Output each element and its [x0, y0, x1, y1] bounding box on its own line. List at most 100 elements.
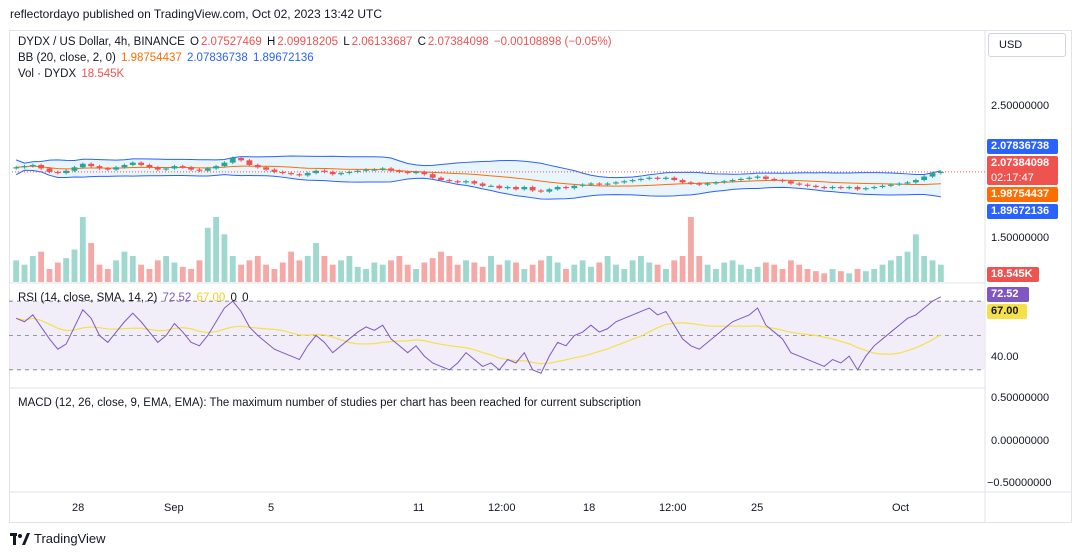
- volume-bar: [54, 262, 61, 282]
- change-value: −0.00108898 (−0.05%): [493, 36, 612, 48]
- volume-bar: [571, 264, 578, 282]
- symbol-legend[interactable]: DYDX / US Dollar, 4h, BINANCE O 2.0752746…: [18, 35, 614, 49]
- bb-lower-line: [15, 169, 941, 200]
- macd-tick-mid: 0.00000000: [991, 435, 1050, 447]
- bb-lower-value: 1.89672136: [252, 52, 314, 64]
- volume-bar: [829, 269, 836, 282]
- candle-body: [629, 180, 636, 182]
- candle-body: [504, 187, 511, 189]
- volume-bar: [46, 269, 53, 282]
- volume-bar: [588, 266, 594, 282]
- candle-body: [862, 188, 869, 190]
- volume-bar: [862, 271, 869, 282]
- candle-body: [554, 187, 561, 190]
- candle-body: [613, 182, 619, 184]
- candle-body: [837, 187, 844, 189]
- candle-body: [138, 162, 145, 165]
- volume-bar: [471, 262, 478, 282]
- candle-body: [871, 187, 878, 189]
- candle-body: [179, 166, 186, 168]
- candle-body: [746, 177, 753, 179]
- candle-body: [438, 177, 444, 181]
- candle-body: [188, 167, 195, 170]
- macd-legend: MACD (12, 26, close, 9, EMA, EMA): The m…: [18, 397, 641, 409]
- rsi-tick-40: 40.00: [991, 351, 1019, 363]
- candle-body: [488, 185, 494, 187]
- volume-bar: [712, 269, 719, 282]
- candle-body: [54, 171, 61, 174]
- volume-bar: [454, 264, 461, 282]
- volume-bar: [554, 262, 561, 282]
- volume-bar: [338, 260, 344, 282]
- candle-body: [213, 166, 220, 169]
- macd-tick-top: 0.50000000: [991, 392, 1050, 404]
- candle-body: [779, 180, 786, 182]
- volume-bar: [679, 256, 686, 282]
- volume-bar: [38, 251, 45, 282]
- bb-label: BB (20, close, 2, 0): [18, 52, 116, 64]
- rsi-extra-2: 0: [242, 292, 249, 304]
- vol-legend[interactable]: Vol · DYDX 18.545K: [18, 67, 126, 81]
- volume-bar: [346, 256, 353, 282]
- last-price-value: 2.07384098: [991, 157, 1050, 169]
- volume-bar: [871, 269, 878, 282]
- volume-bar: [804, 269, 811, 282]
- candle-body: [754, 176, 761, 178]
- candle-body: [79, 163, 86, 168]
- volume-bar: [771, 264, 778, 282]
- countdown-value: 02:17:47: [991, 172, 1034, 184]
- candle-body: [121, 164, 128, 168]
- bb-basis-value: 1.98754437: [121, 52, 182, 64]
- candle-body: [471, 181, 478, 184]
- candle-body: [221, 162, 228, 167]
- volume-bar: [821, 273, 828, 282]
- volume-bar: [304, 256, 311, 282]
- candle-body: [804, 184, 811, 186]
- vol-label: Vol · DYDX: [18, 68, 77, 80]
- currency-selector[interactable]: USD: [988, 33, 1066, 57]
- candle-body: [96, 166, 103, 169]
- volume-bar: [213, 217, 220, 282]
- candle-body: [388, 168, 394, 171]
- volume-bar: [113, 260, 120, 282]
- volume-bar: [121, 251, 128, 282]
- candle-body: [71, 167, 78, 171]
- bb-legend[interactable]: BB (20, close, 2, 0) 1.98754437 2.078367…: [18, 51, 316, 65]
- volume-bar: [479, 266, 486, 282]
- volume-bar: [538, 260, 544, 282]
- volume-bar: [96, 264, 103, 282]
- symbol-name: DYDX / US Dollar, 4h, BINANCE: [18, 36, 185, 48]
- volume-bar: [188, 269, 195, 282]
- candle-body: [854, 187, 861, 190]
- candle-body: [296, 174, 303, 176]
- volume-bar: [504, 260, 511, 282]
- candle-body: [771, 178, 778, 181]
- high-value: 2.09918205: [277, 36, 339, 48]
- candle-body: [846, 187, 853, 189]
- candle-body: [204, 168, 211, 171]
- volume-bar: [896, 256, 903, 282]
- volume-bar: [521, 269, 528, 282]
- volume-bar: [388, 260, 394, 282]
- macd-tick-bottom: −0.50000000: [987, 477, 1052, 489]
- volume-bar: [163, 256, 170, 282]
- volume-bar: [246, 260, 253, 282]
- rsi-legend[interactable]: RSI (14, close, SMA, 14, 2) 72.52 67.00 …: [18, 291, 251, 305]
- candle-body: [196, 169, 203, 171]
- bb-upper-value: 2.07836738: [186, 52, 248, 64]
- volume-bar: [937, 264, 944, 282]
- rsi-extra-1: 0: [230, 292, 237, 304]
- tradingview-brand[interactable]: TradingView: [10, 531, 106, 546]
- rsi-sma-value: 67.00: [196, 292, 226, 304]
- candle-body: [937, 171, 944, 174]
- candle-body: [663, 177, 669, 179]
- candle-body: [762, 176, 769, 179]
- volume-bar: [529, 264, 536, 282]
- price-tick-1-5: 1.50000000: [991, 232, 1050, 244]
- volume-bar: [929, 260, 936, 282]
- volume-bar: [721, 262, 728, 282]
- volume-bar: [329, 264, 336, 282]
- candle-body: [171, 166, 178, 169]
- candle-body: [454, 181, 461, 183]
